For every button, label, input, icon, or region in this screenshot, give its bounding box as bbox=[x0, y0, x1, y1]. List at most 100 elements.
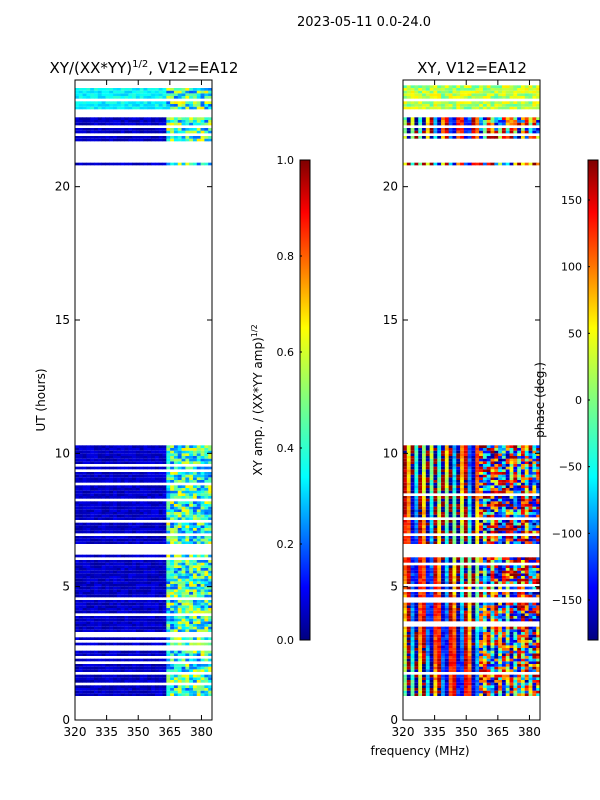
heatmap-cell bbox=[124, 560, 129, 563]
heatmap-cell bbox=[173, 666, 179, 670]
heatmap-cell bbox=[173, 669, 179, 672]
heatmap-cell bbox=[482, 650, 488, 654]
heatmap-cell bbox=[406, 661, 412, 664]
heatmap-cell bbox=[513, 669, 518, 672]
heatmap-cell bbox=[120, 104, 125, 107]
heatmap-cell bbox=[208, 493, 213, 496]
heatmap-cell bbox=[422, 581, 427, 584]
heatmap-cell bbox=[192, 621, 198, 624]
heatmap-cell bbox=[486, 693, 491, 696]
heatmap-cell bbox=[166, 650, 171, 654]
heatmap-cell bbox=[166, 496, 171, 499]
heatmap-cell bbox=[192, 653, 198, 656]
heatmap-cell bbox=[501, 664, 507, 667]
heatmap-cell bbox=[170, 456, 175, 459]
heatmap-cell bbox=[425, 640, 431, 643]
heatmap-cell bbox=[532, 674, 537, 678]
heatmap-cell bbox=[75, 504, 80, 507]
heatmap-cell bbox=[94, 677, 99, 680]
heatmap-cell bbox=[406, 605, 412, 608]
heatmap-cell bbox=[173, 122, 179, 126]
heatmap-cell bbox=[513, 586, 518, 590]
heatmap-cell bbox=[162, 586, 167, 590]
heatmap-cell bbox=[437, 608, 442, 611]
heatmap-cell bbox=[479, 613, 484, 616]
heatmap-cell bbox=[452, 538, 457, 542]
heatmap-cell bbox=[418, 573, 423, 576]
heatmap-cell bbox=[128, 573, 133, 576]
heatmap-cell bbox=[162, 522, 167, 526]
heatmap-cell bbox=[124, 512, 129, 515]
heatmap-cell bbox=[185, 578, 190, 582]
heatmap-cell bbox=[147, 488, 152, 491]
heatmap-cell bbox=[97, 517, 103, 520]
heatmap-cell bbox=[143, 162, 148, 166]
heatmap-cell bbox=[170, 565, 175, 568]
heatmap-cell bbox=[101, 96, 106, 99]
heatmap-cell bbox=[170, 138, 175, 142]
heatmap-cell bbox=[192, 490, 198, 494]
heatmap-cell bbox=[124, 581, 129, 584]
heatmap-cell bbox=[154, 653, 160, 656]
heatmap-cell bbox=[162, 514, 167, 518]
heatmap-cell bbox=[520, 674, 526, 678]
heatmap-cell bbox=[120, 525, 125, 528]
heatmap-cell bbox=[429, 560, 434, 563]
heatmap-cell bbox=[189, 688, 194, 691]
heatmap-cell bbox=[158, 496, 163, 499]
heatmap-cell bbox=[78, 536, 84, 539]
heatmap-cell bbox=[509, 530, 514, 534]
heatmap-cell bbox=[520, 693, 526, 696]
heatmap-cell bbox=[185, 658, 190, 662]
heatmap-cell bbox=[128, 448, 133, 451]
heatmap-cell bbox=[166, 565, 171, 568]
heatmap-cell bbox=[425, 632, 431, 635]
heatmap-cell bbox=[113, 690, 118, 694]
heatmap-cell bbox=[509, 682, 514, 686]
heatmap-cell bbox=[75, 538, 80, 542]
heatmap-cell bbox=[162, 128, 167, 131]
heatmap-cell bbox=[448, 610, 453, 614]
heatmap-cell bbox=[448, 560, 453, 563]
heatmap-cell bbox=[414, 645, 419, 648]
heatmap-cell bbox=[200, 629, 205, 632]
heatmap-cell bbox=[517, 576, 522, 579]
heatmap-cell bbox=[200, 653, 205, 656]
heatmap-cell bbox=[494, 629, 499, 632]
heatmap-cell bbox=[200, 525, 205, 528]
heatmap-cell bbox=[170, 522, 175, 526]
heatmap-cell bbox=[536, 626, 541, 630]
heatmap-cell bbox=[532, 680, 537, 683]
heatmap-cell bbox=[196, 101, 201, 104]
heatmap-cell bbox=[475, 632, 480, 635]
heatmap-cell bbox=[132, 589, 137, 592]
heatmap-cell bbox=[509, 557, 514, 560]
heatmap-cell bbox=[425, 538, 431, 542]
heatmap-cell bbox=[475, 658, 480, 662]
heatmap-cell bbox=[196, 541, 201, 544]
heatmap-cell bbox=[139, 101, 144, 104]
heatmap-cell bbox=[113, 626, 118, 630]
heatmap-cell bbox=[86, 512, 91, 515]
heatmap-cell bbox=[143, 485, 148, 488]
heatmap-cell bbox=[422, 605, 427, 608]
heatmap-cell bbox=[536, 581, 541, 584]
heatmap-cell bbox=[94, 618, 99, 622]
heatmap-cell bbox=[196, 666, 201, 670]
heatmap-cell bbox=[113, 610, 118, 614]
heatmap-cell bbox=[177, 466, 182, 470]
heatmap-cell bbox=[452, 613, 457, 616]
heatmap-cell bbox=[158, 522, 163, 526]
heatmap-cell bbox=[113, 605, 118, 608]
heatmap-cell bbox=[139, 605, 144, 608]
heatmap-cell bbox=[494, 576, 499, 579]
heatmap-cell bbox=[448, 658, 453, 662]
heatmap-cell bbox=[437, 693, 442, 696]
heatmap-cell bbox=[82, 509, 87, 512]
heatmap-cell bbox=[429, 640, 434, 643]
heatmap-cell bbox=[94, 450, 99, 454]
heatmap-cell bbox=[132, 608, 137, 611]
heatmap-cell bbox=[170, 472, 175, 475]
heatmap-cell bbox=[501, 581, 507, 584]
heatmap-cell bbox=[456, 616, 461, 619]
